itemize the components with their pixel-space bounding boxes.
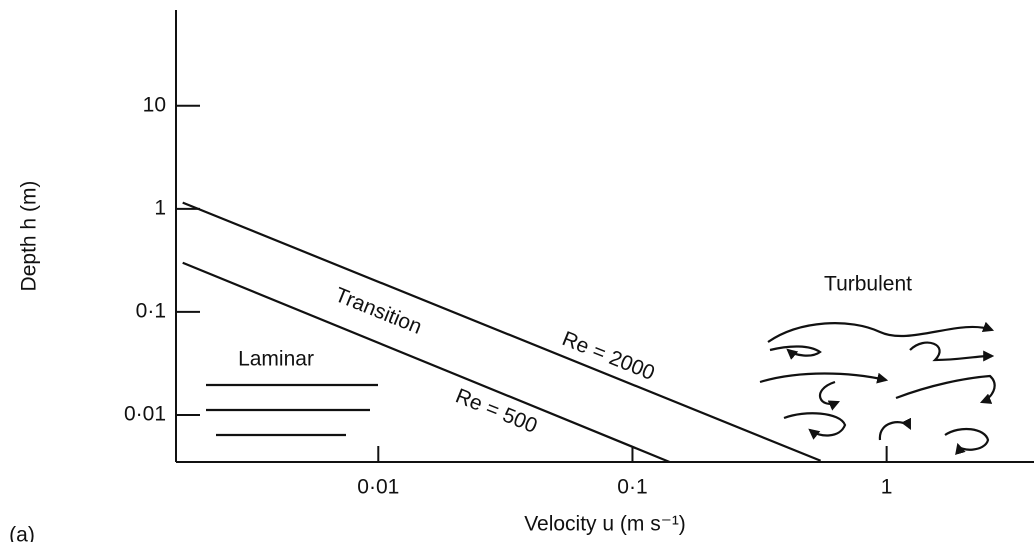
series-label: Re = 500 xyxy=(452,384,540,437)
x-tick-label: 1 xyxy=(881,476,893,499)
y-tick-label: 1 xyxy=(154,196,166,219)
turbulent-eddies xyxy=(759,321,996,455)
y-tick-label: 0·01 xyxy=(124,403,166,426)
series-line xyxy=(182,201,822,462)
annotation: Laminar xyxy=(238,348,314,371)
x-tick-label: 0·1 xyxy=(617,476,647,499)
y-tick-label: 0·1 xyxy=(136,299,166,322)
x-tick-label: 0·01 xyxy=(357,476,399,499)
laminar-lines xyxy=(206,383,378,437)
series-label: Re = 2000 xyxy=(559,327,658,385)
annotation: (a) xyxy=(9,524,35,542)
x-axis-label: Velocity u (m s⁻¹) xyxy=(524,513,686,536)
series-line xyxy=(182,261,671,464)
y-axis-label: Depth h (m) xyxy=(18,181,41,292)
annotation: Turbulent xyxy=(824,273,912,296)
y-tick-label: 10 xyxy=(143,93,166,116)
